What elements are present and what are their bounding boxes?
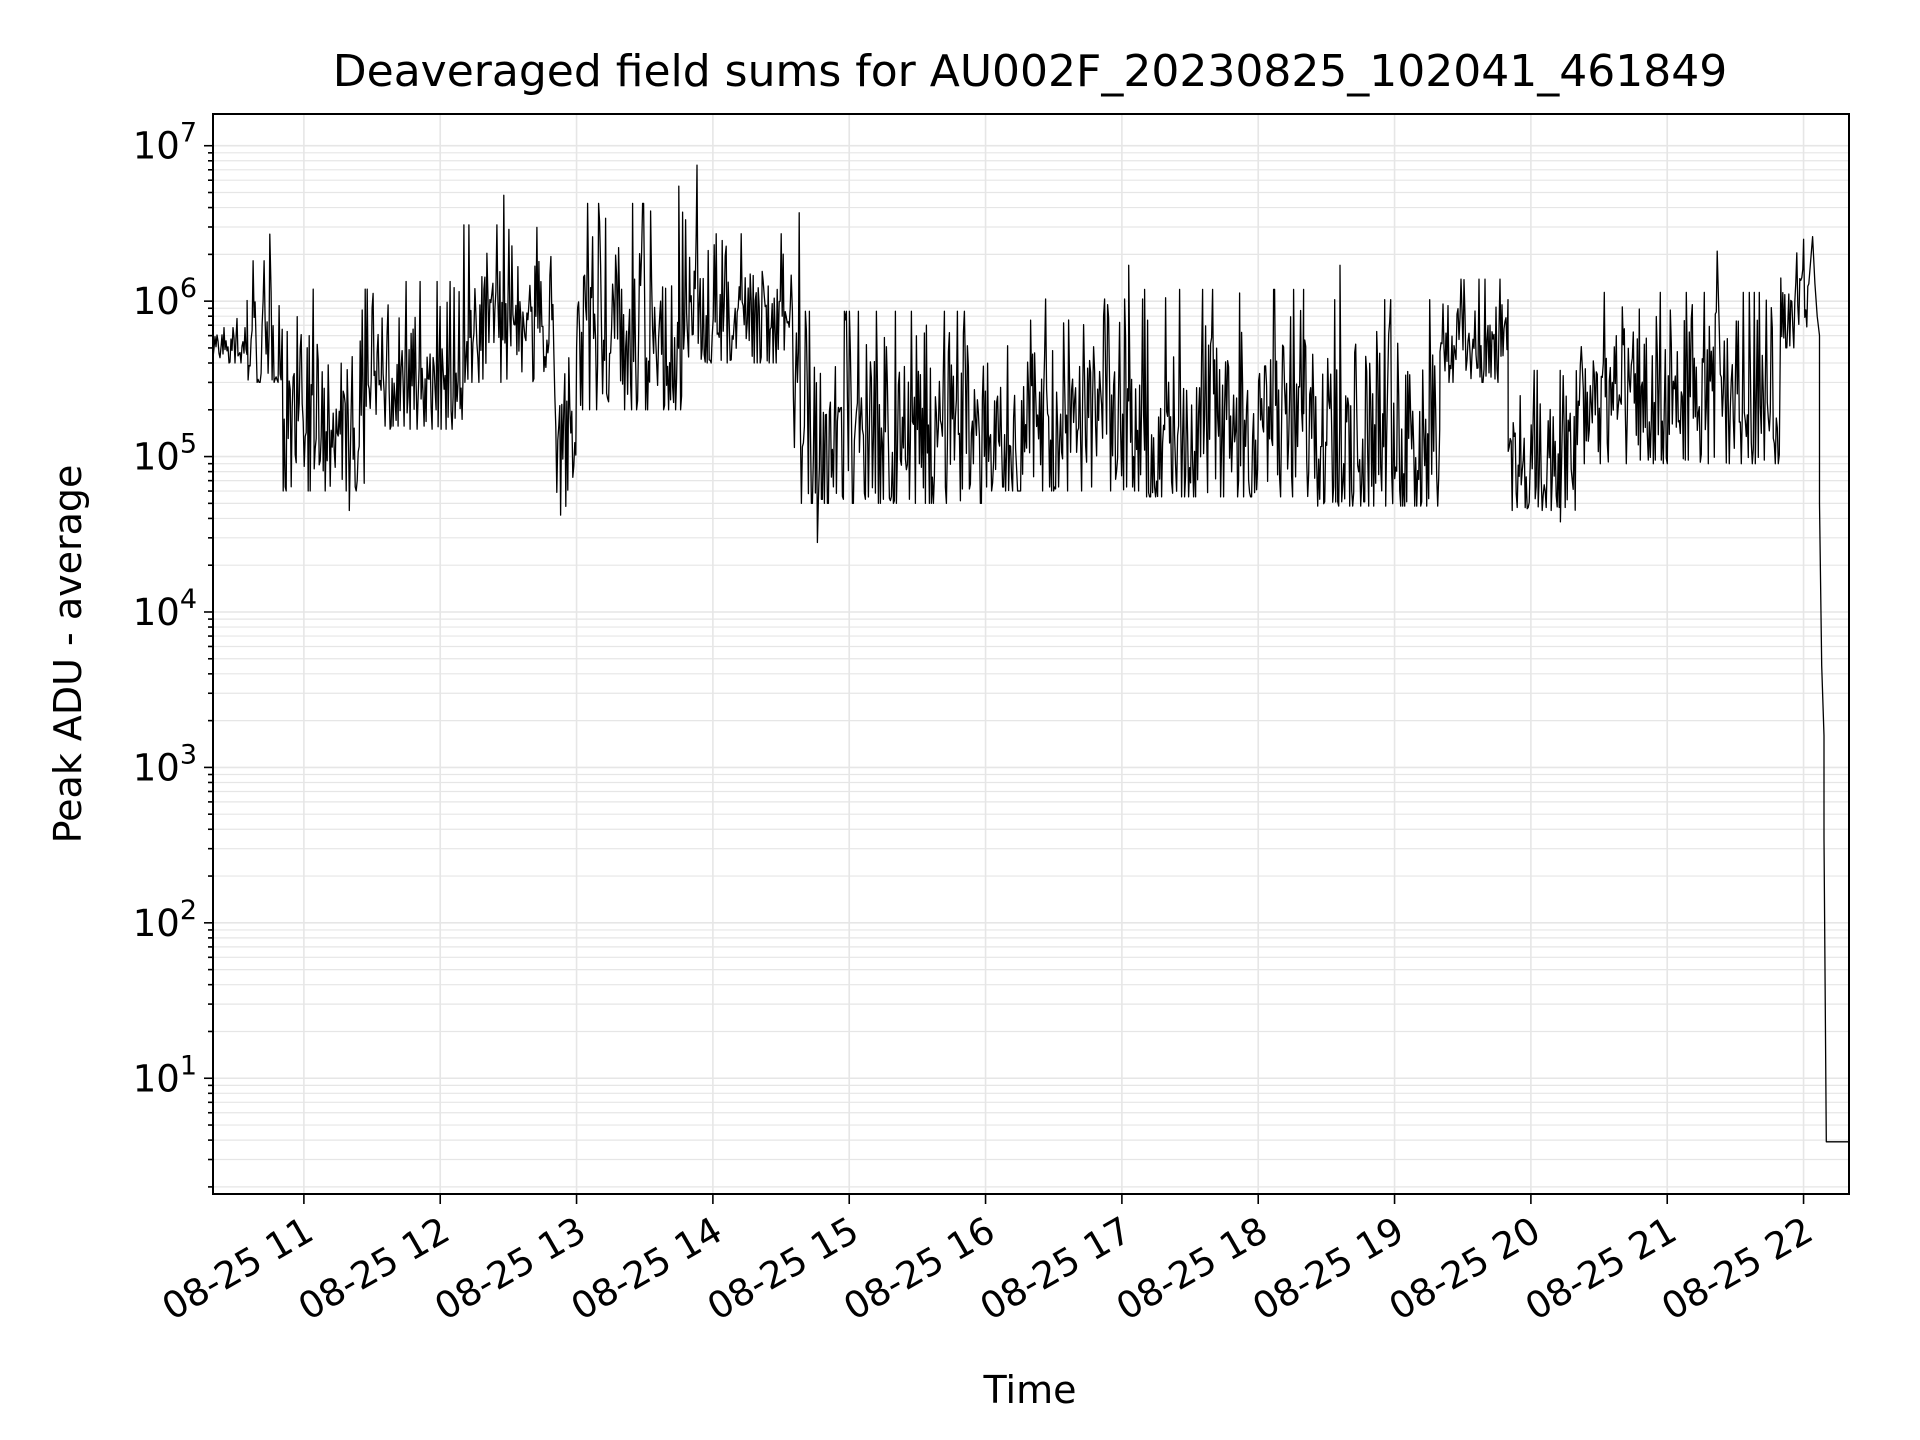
x-axis-label: Time <box>983 1368 1077 1412</box>
y-axis-label: Peak ADU - average <box>46 465 90 844</box>
y-tick-label: 104 <box>133 584 197 634</box>
y-axis: 101 102 103 104 105 106 107 <box>133 118 213 1188</box>
data-series <box>212 164 1849 1143</box>
y-tick-label: 105 <box>133 429 197 479</box>
y-tick-label: 107 <box>133 118 197 168</box>
series-line <box>212 164 1849 1143</box>
y-tick-label: 101 <box>133 1050 197 1100</box>
y-tick-label: 102 <box>133 895 197 945</box>
chart-title: Deaveraged field sums for AU002F_2023082… <box>333 46 1727 97</box>
grid-lines <box>213 114 1849 1194</box>
y-tick-label: 103 <box>133 739 197 789</box>
y-tick-label: 106 <box>133 273 197 323</box>
plot-frame <box>212 113 1850 1195</box>
